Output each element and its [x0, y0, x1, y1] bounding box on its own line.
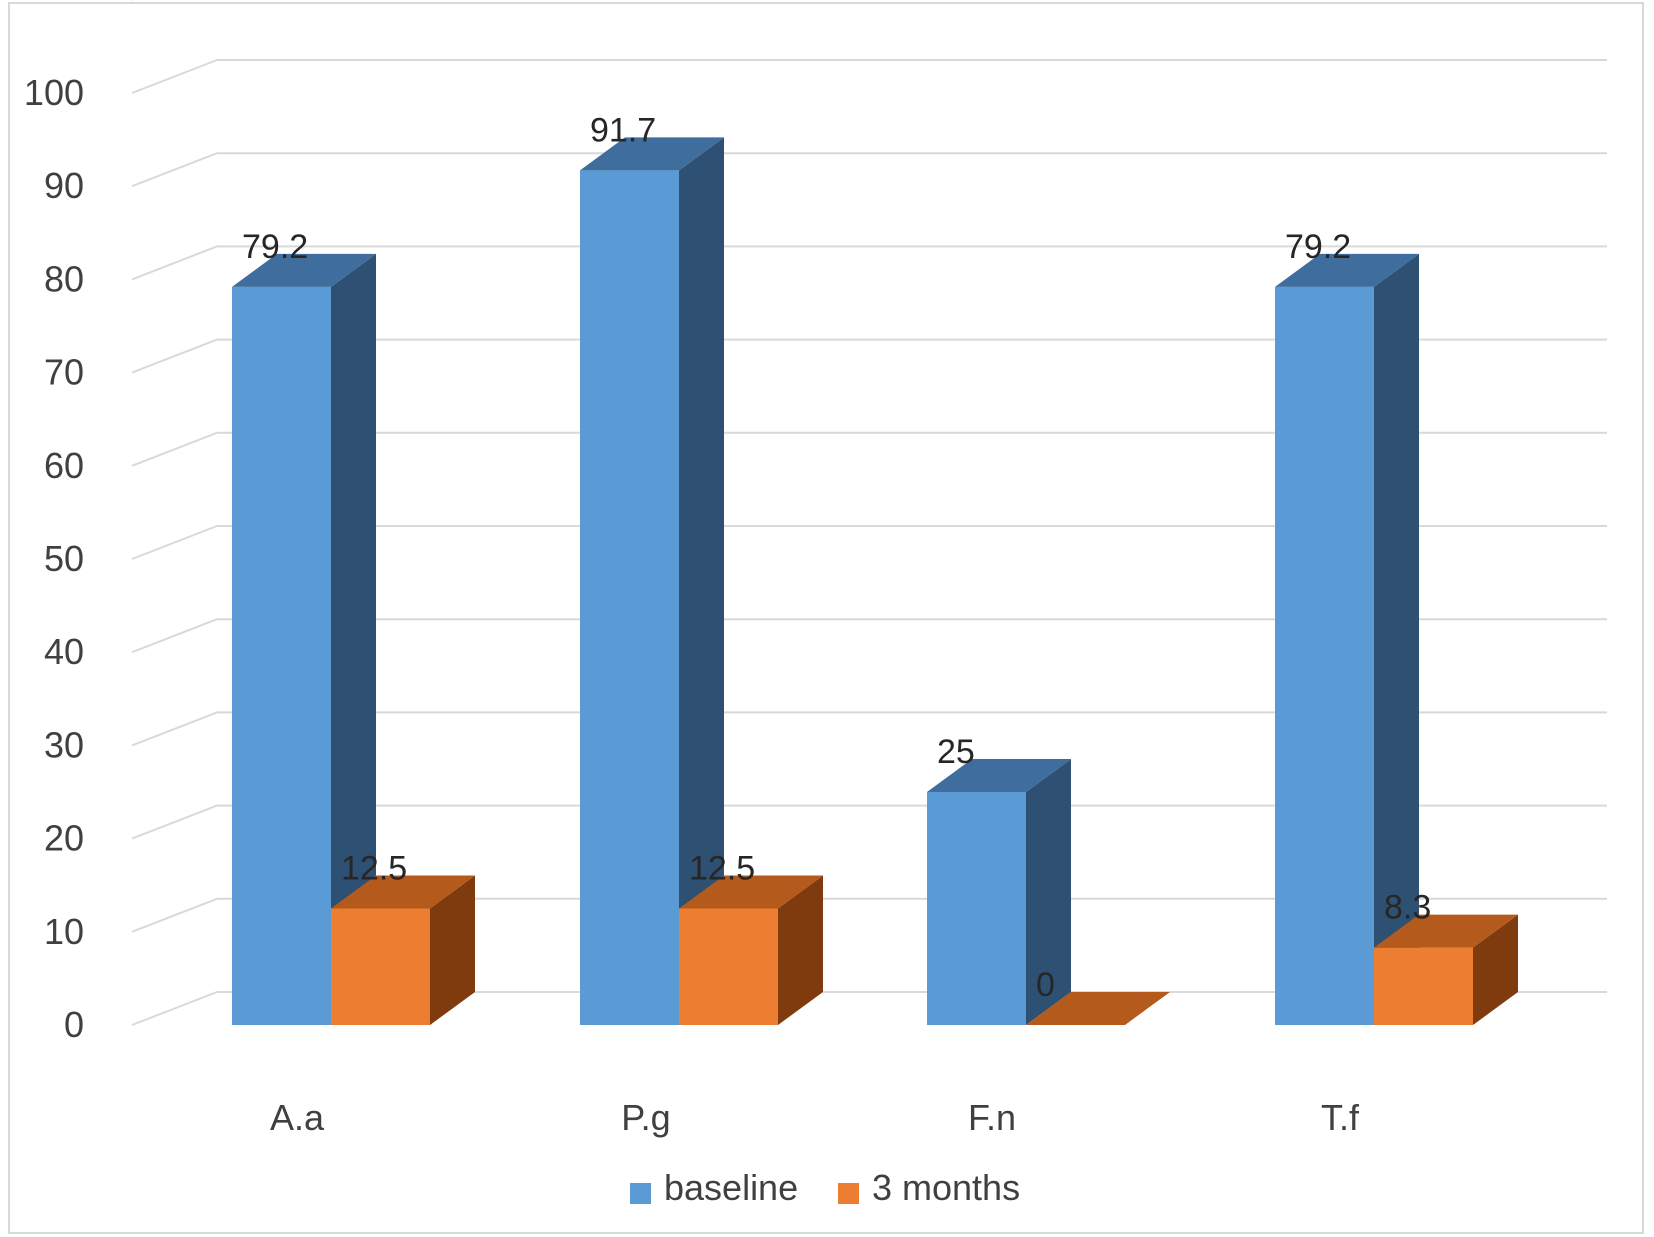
gridline-diagonal	[131, 152, 218, 188]
legend-swatch	[630, 1183, 651, 1204]
gridline-diagonal	[131, 897, 218, 933]
gridline-diagonal	[131, 245, 218, 281]
bars	[232, 137, 1518, 1026]
bar-front	[1374, 947, 1473, 1025]
bar-top	[232, 253, 376, 287]
gridline-diagonal	[131, 804, 218, 840]
y-tick-label: 80	[44, 258, 84, 299]
bar-front	[1275, 286, 1374, 1026]
bar-top	[1275, 253, 1419, 287]
bar-side	[1026, 759, 1071, 1025]
x-tick-label: F.n	[968, 1097, 1016, 1138]
bar-front	[927, 792, 1026, 1025]
x-tick-label: A.a	[270, 1097, 325, 1138]
gridline-diagonal	[131, 711, 218, 747]
y-tick-label: 60	[44, 445, 84, 486]
bar-side	[778, 875, 823, 1025]
bar-top	[679, 875, 823, 909]
y-tick-label: 0	[64, 1004, 84, 1045]
bar-top	[1026, 992, 1170, 1025]
y-tick-label: 10	[44, 911, 84, 952]
gridline-diagonal	[131, 991, 218, 1026]
data-label: 12.5	[689, 850, 755, 888]
y-tick-label: 30	[44, 724, 84, 765]
x-tick-label: T.f	[1321, 1097, 1360, 1138]
data-label: 8.3	[1384, 889, 1431, 927]
gridline-diagonal	[131, 59, 218, 94]
y-tick-label: 90	[44, 165, 84, 206]
data-label: 12.5	[341, 850, 407, 888]
bar-front	[331, 908, 430, 1025]
y-tick-label: 70	[44, 352, 84, 393]
bar-side	[679, 137, 724, 1025]
y-tick-label: 50	[44, 538, 84, 579]
gridline-diagonal	[131, 525, 218, 560]
bar-side	[1473, 914, 1518, 1025]
legend-label: baseline	[664, 1167, 798, 1208]
gridline-diagonal	[131, 431, 218, 467]
bar-side	[331, 253, 376, 1025]
bar-front	[580, 170, 679, 1025]
bar-top	[1374, 914, 1518, 948]
gridline-diagonal	[131, 618, 218, 654]
data-label: 79.2	[242, 228, 308, 266]
data-label: 79.2	[1285, 228, 1351, 266]
bar-top	[331, 875, 475, 909]
legend-swatch	[838, 1183, 859, 1204]
legend: baseline 3 months	[630, 1167, 1020, 1208]
bar-front	[679, 908, 778, 1025]
bar-side	[1374, 253, 1419, 1025]
y-tick-label: 20	[44, 818, 84, 859]
data-label: 91.7	[590, 111, 656, 149]
data-label: 25	[937, 733, 975, 771]
x-tick-label: P.g	[621, 1097, 670, 1138]
bar-front	[232, 286, 331, 1026]
bar-top	[580, 137, 724, 171]
bar-side	[430, 875, 475, 1025]
y-tick-label: 40	[44, 631, 84, 672]
chart-text: 0 10 20 30 40 50 60 70 80 90 100 79.2 91.7 25 79.2 12.5…	[24, 72, 1431, 1138]
gridline-diagonal	[131, 338, 218, 374]
legend-label: 3 months	[872, 1167, 1020, 1208]
bar-top	[927, 759, 1071, 792]
data-label: 0	[1036, 966, 1055, 1004]
y-tick-label: 100	[24, 72, 84, 113]
